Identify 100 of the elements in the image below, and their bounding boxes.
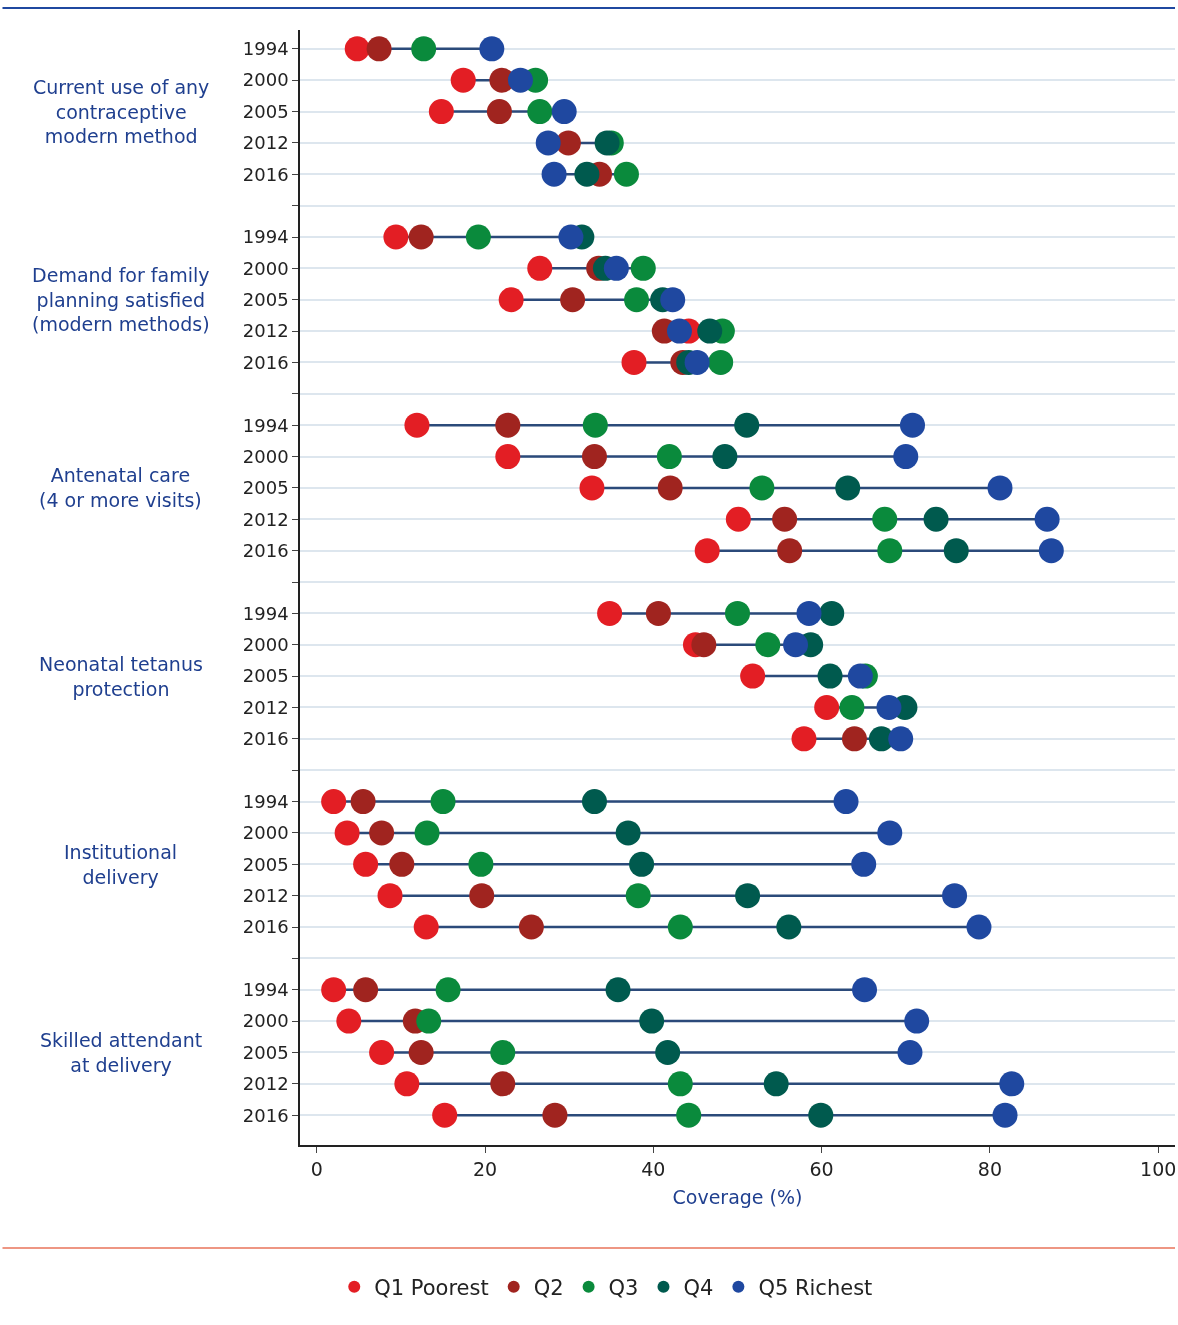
point bbox=[624, 287, 650, 313]
text: Skilled attendant at delivery bbox=[40, 1029, 203, 1076]
y-tick-label: 2005 bbox=[242, 289, 289, 311]
point bbox=[847, 663, 873, 689]
point bbox=[344, 36, 370, 62]
point bbox=[394, 1071, 420, 1097]
point bbox=[555, 130, 581, 156]
point bbox=[353, 977, 379, 1003]
point bbox=[334, 820, 360, 846]
point bbox=[814, 694, 840, 720]
point bbox=[942, 883, 968, 909]
point bbox=[645, 600, 671, 626]
point bbox=[541, 161, 567, 187]
y-tick-label: 2005 bbox=[242, 1041, 289, 1063]
point bbox=[490, 1071, 516, 1097]
point bbox=[999, 1071, 1025, 1097]
point bbox=[666, 318, 692, 344]
x-axis-title: Coverage (%) bbox=[672, 1185, 803, 1208]
y-tick-label: 2012 bbox=[242, 884, 289, 906]
y-tick-label: 1994 bbox=[242, 979, 289, 1001]
point bbox=[1038, 538, 1064, 564]
point bbox=[749, 475, 775, 501]
y-tick-label: 1994 bbox=[242, 226, 289, 248]
point bbox=[660, 287, 686, 313]
point bbox=[428, 99, 454, 125]
y-tick-label: 2012 bbox=[242, 508, 289, 530]
y-tick-label: 2012 bbox=[242, 132, 289, 154]
point bbox=[667, 914, 693, 940]
x-tick-label: 40 bbox=[641, 1157, 666, 1180]
y-tick-label: 1994 bbox=[242, 414, 289, 436]
y-tick-label: 2000 bbox=[242, 257, 289, 279]
y-tick-label: 2012 bbox=[242, 696, 289, 718]
point bbox=[574, 161, 600, 187]
y-tick-label: 2016 bbox=[242, 916, 289, 938]
point bbox=[551, 99, 577, 125]
point bbox=[625, 883, 651, 909]
point bbox=[639, 1008, 665, 1034]
point bbox=[321, 977, 347, 1003]
point bbox=[603, 255, 629, 281]
y-tick-label: 2016 bbox=[242, 1104, 289, 1126]
y-tick-label: 2012 bbox=[242, 320, 289, 342]
y-tick-label: 2000 bbox=[242, 634, 289, 656]
text: Institutional delivery bbox=[64, 841, 178, 888]
y-tick-label: 1994 bbox=[242, 602, 289, 624]
point bbox=[734, 412, 760, 438]
point bbox=[656, 444, 682, 470]
point bbox=[833, 789, 859, 815]
y-tick-label: 2005 bbox=[242, 665, 289, 687]
point bbox=[735, 883, 761, 909]
point bbox=[966, 914, 992, 940]
y-tick-label: 2005 bbox=[242, 477, 289, 499]
y-tick-label: 2005 bbox=[242, 853, 289, 875]
point bbox=[819, 600, 845, 626]
legend-label: Q3 bbox=[608, 1275, 639, 1300]
point bbox=[518, 914, 544, 940]
point bbox=[507, 67, 533, 93]
point bbox=[486, 99, 512, 125]
point bbox=[495, 444, 521, 470]
point bbox=[389, 851, 415, 877]
point bbox=[469, 883, 495, 909]
point bbox=[876, 694, 902, 720]
point bbox=[465, 224, 491, 250]
point bbox=[835, 475, 861, 501]
point bbox=[694, 538, 720, 564]
y-tick-label: 2000 bbox=[242, 1010, 289, 1032]
point bbox=[560, 287, 586, 313]
point bbox=[808, 1102, 834, 1128]
point bbox=[755, 632, 781, 658]
point bbox=[777, 538, 803, 564]
point bbox=[725, 600, 750, 626]
legend-label: Q1 Poorest bbox=[374, 1275, 489, 1300]
y-tick-label: 2016 bbox=[242, 351, 289, 373]
point bbox=[558, 224, 584, 250]
point bbox=[897, 1039, 923, 1065]
point bbox=[992, 1102, 1018, 1128]
point bbox=[872, 506, 898, 532]
y-tick-label: 2016 bbox=[242, 728, 289, 750]
point bbox=[581, 789, 607, 815]
point bbox=[542, 1102, 568, 1128]
point bbox=[817, 663, 843, 689]
point bbox=[411, 36, 437, 62]
point bbox=[877, 820, 903, 846]
point bbox=[404, 412, 430, 438]
point bbox=[796, 600, 822, 626]
point bbox=[629, 851, 655, 877]
legend-label: Q5 Richest bbox=[758, 1275, 873, 1300]
x-tick-label: 100 bbox=[1140, 1157, 1177, 1180]
text: Demand for family planning satisfied (modern methods) bbox=[32, 264, 210, 336]
point bbox=[366, 36, 392, 62]
point bbox=[581, 444, 607, 470]
point bbox=[479, 36, 505, 62]
point bbox=[691, 632, 717, 658]
point bbox=[783, 632, 809, 658]
point bbox=[450, 67, 476, 93]
x-tick-label: 60 bbox=[809, 1157, 834, 1180]
point bbox=[336, 1008, 362, 1034]
point bbox=[432, 1102, 458, 1128]
point bbox=[416, 1008, 442, 1034]
point bbox=[597, 600, 623, 626]
point bbox=[527, 255, 553, 281]
